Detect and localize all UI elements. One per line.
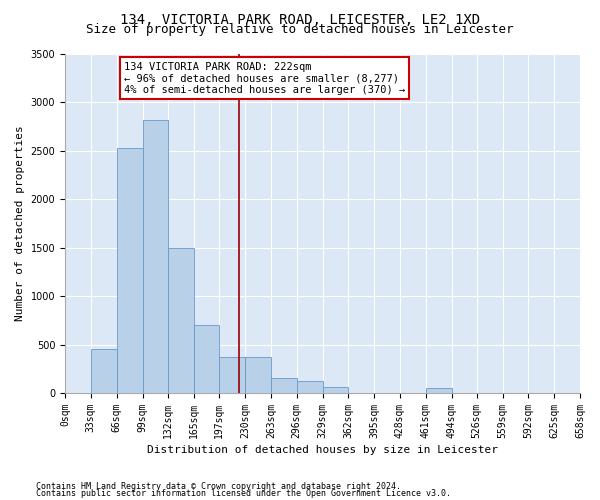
Bar [323, 388, 349, 393]
Bar [271, 378, 296, 393]
Bar [426, 388, 452, 393]
Text: 134 VICTORIA PARK ROAD: 222sqm
← 96% of detached houses are smaller (8,277)
4% o: 134 VICTORIA PARK ROAD: 222sqm ← 96% of … [124, 62, 405, 95]
Text: Contains HM Land Registry data © Crown copyright and database right 2024.: Contains HM Land Registry data © Crown c… [36, 482, 401, 491]
Bar [194, 326, 219, 393]
Bar [91, 350, 116, 393]
Bar [116, 148, 143, 393]
X-axis label: Distribution of detached houses by size in Leicester: Distribution of detached houses by size … [147, 445, 498, 455]
Text: 134, VICTORIA PARK ROAD, LEICESTER, LE2 1XD: 134, VICTORIA PARK ROAD, LEICESTER, LE2 … [120, 12, 480, 26]
Bar [296, 382, 323, 393]
Text: Contains public sector information licensed under the Open Government Licence v3: Contains public sector information licen… [36, 490, 451, 498]
Bar [143, 120, 169, 393]
Bar [245, 357, 271, 393]
Bar [219, 357, 245, 393]
Y-axis label: Number of detached properties: Number of detached properties [15, 126, 25, 322]
Bar [169, 248, 194, 393]
Text: Size of property relative to detached houses in Leicester: Size of property relative to detached ho… [86, 22, 514, 36]
